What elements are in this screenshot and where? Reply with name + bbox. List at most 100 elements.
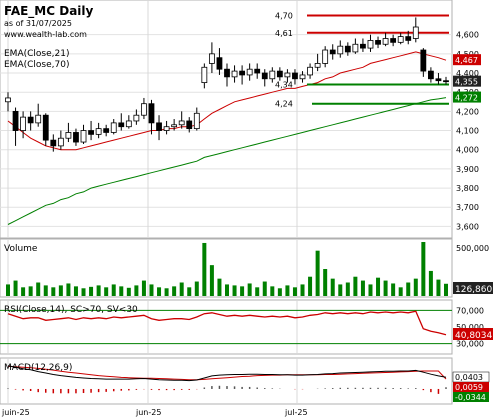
candle-body: [224, 68, 230, 78]
volume-bar: [323, 269, 328, 296]
candle-body: [125, 120, 132, 128]
volume-label: Volume: [4, 244, 38, 254]
candle-body: [231, 70, 238, 78]
volume-bar: [51, 287, 56, 296]
rsi-tick-label: 30,000: [456, 340, 484, 349]
candle-body: [337, 45, 344, 55]
macd-tag-bg: [453, 392, 489, 402]
candle-body: [208, 53, 215, 64]
volume-bar: [413, 278, 418, 296]
rsi-tick-label: 50,000: [456, 323, 484, 332]
volume-bar: [247, 283, 252, 296]
rsi-axis-ticks: 70,000 50,000 30,000: [456, 306, 484, 348]
volume-bar: [406, 282, 411, 296]
price-gridlines: [0, 34, 452, 227]
candle-body: [299, 74, 306, 80]
macd-histogram: [7, 385, 447, 394]
volume-bars: [6, 242, 448, 296]
volume-bar: [353, 276, 358, 296]
rsi-last-tag: 40,8034: [455, 331, 492, 341]
candle-body: [141, 103, 147, 116]
x-axis: juin-25 jun-25 jul-25: [1, 408, 308, 417]
volume-bar: [270, 286, 275, 296]
candle-body: [57, 137, 64, 147]
price-tag-label: 4,355: [455, 78, 478, 87]
macd-month-gridlines: [7, 358, 298, 404]
candle-body: [307, 66, 313, 76]
price-tick-label: 3,700: [456, 203, 479, 212]
volume-bar: [391, 283, 396, 296]
ema21-line: [7, 51, 447, 151]
candle-body: [435, 78, 442, 82]
volume-last-tag: 126,860: [455, 285, 492, 295]
volume-bar: [202, 242, 207, 296]
volume-bar: [172, 286, 177, 296]
candle-body: [375, 40, 381, 45]
volume-pane: 500,000 Volume 126,860: [0, 238, 493, 298]
price-tag-label: 4,272: [455, 94, 478, 103]
month-label-juin: juin-25: [1, 408, 30, 417]
candle-body: [344, 45, 351, 53]
ema70-line: [7, 97, 447, 225]
volume-last-tag-bg: [453, 282, 493, 294]
volume-bar: [194, 281, 199, 296]
rsi-label: RSI(Close,14), SC>70, SV<30: [4, 305, 138, 315]
price-tag-bg: [453, 75, 481, 87]
volume-bar: [240, 286, 245, 296]
volume-bar: [58, 285, 63, 296]
candle-body: [254, 68, 261, 74]
volume-bar: [119, 286, 124, 296]
volume-bar: [421, 242, 426, 296]
macd-line: [7, 365, 447, 382]
candle-body: [193, 112, 200, 130]
candle-body: [156, 122, 162, 131]
candle-body: [329, 49, 336, 55]
volume-bar: [330, 278, 335, 296]
indicator-ema21-label: EMA(Close,21): [4, 49, 69, 59]
volume-bar: [149, 284, 154, 296]
volume-bar: [436, 279, 441, 296]
volume-bar: [308, 276, 313, 296]
volume-bar: [164, 288, 169, 296]
chart-title: FAE_MC Daily: [4, 4, 94, 19]
price-tick-label: 4,000: [456, 146, 479, 155]
volume-bar: [81, 288, 86, 296]
macd-signal-line: [7, 365, 447, 381]
candle-body: [5, 97, 11, 103]
volume-bar: [428, 270, 433, 296]
candle-body: [292, 72, 298, 80]
volume-bar: [368, 284, 373, 296]
macd-tag-label: -0,0344: [455, 393, 486, 402]
candle-body: [103, 128, 110, 133]
support-resistance-lines: 4,70 4,61 4,34 4,24: [275, 12, 449, 109]
as-of-date: as of 31/07/2025: [4, 19, 72, 28]
volume-bar: [262, 281, 267, 296]
rsi-level-lines: [0, 309, 452, 345]
candlestick-series: [5, 17, 449, 152]
volume-bar: [21, 287, 26, 296]
volume-bar: [360, 280, 365, 296]
volume-bar: [383, 280, 388, 296]
volume-bar: [179, 282, 184, 296]
candle-body: [322, 49, 329, 64]
candle-body: [314, 63, 321, 68]
volume-bar: [66, 283, 71, 296]
price-tick-label: 3,900: [456, 165, 479, 174]
volume-bar: [111, 284, 116, 296]
macd-tag-label: 0,0403: [455, 373, 483, 382]
price-tick-label: 3,800: [456, 184, 479, 193]
volume-bar: [28, 286, 33, 296]
rsi-pane: 70,000 50,000 30,000 RSI(Close,14), SC>70,…: [0, 299, 493, 355]
candle-body: [427, 70, 434, 80]
candle-body: [27, 116, 34, 124]
volume-bar: [13, 280, 18, 296]
volume-bar: [73, 286, 78, 296]
volume-bar: [444, 283, 448, 296]
volume-bar: [255, 287, 260, 296]
price-tag-bg: [453, 91, 481, 103]
candle-body: [284, 72, 291, 78]
indicator-ema70-label: EMA(Close,70): [4, 60, 69, 70]
